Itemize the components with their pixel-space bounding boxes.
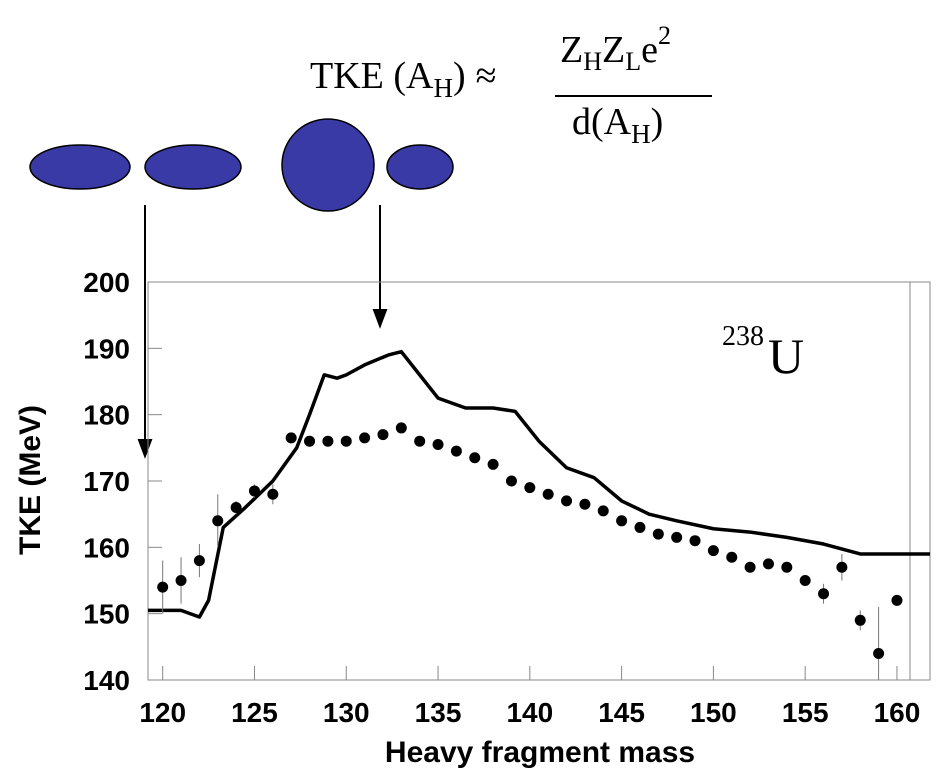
- data-point: [744, 561, 756, 573]
- y-tick-label: 140: [83, 665, 130, 696]
- isotope-mass: 238: [722, 321, 764, 352]
- formula-part: ): [651, 101, 664, 143]
- data-point: [248, 485, 260, 497]
- data-point: [836, 561, 848, 573]
- data-point: [891, 594, 903, 606]
- data-point: [689, 535, 701, 547]
- data-point: [818, 588, 830, 600]
- formula-part: L: [625, 47, 641, 76]
- y-tick-label: 160: [83, 532, 130, 563]
- y-axis-label: TKE (MeV): [14, 405, 47, 555]
- data-point: [450, 445, 462, 457]
- data-point: [616, 515, 628, 527]
- fragment-ellipse: [29, 144, 131, 190]
- data-point: [597, 505, 609, 517]
- data-point: [157, 581, 169, 593]
- arrow-head: [372, 309, 388, 329]
- x-tick-label: 145: [598, 697, 645, 728]
- data-point: [469, 452, 481, 464]
- data-point: [175, 575, 187, 586]
- data-point: [873, 647, 885, 659]
- arrows: [137, 205, 388, 459]
- x-tick-label: 125: [231, 697, 278, 728]
- fragment-sphere: [281, 118, 375, 212]
- data-point: [542, 488, 554, 500]
- data-point: [652, 528, 664, 540]
- data-point: [781, 561, 793, 573]
- formula-part: Z: [560, 29, 583, 71]
- data-point: [285, 432, 297, 444]
- formula-part: d(A: [572, 101, 632, 143]
- nucleus-shapes: [29, 118, 454, 212]
- data-point: [267, 488, 279, 500]
- y-tick-label: 200: [83, 267, 130, 298]
- formula-lhs: TKE (AH) ≈: [310, 55, 496, 103]
- y-tick-label: 150: [83, 599, 130, 630]
- formula-part: Z: [602, 29, 625, 71]
- fragment-ellipse: [386, 144, 454, 190]
- data-point: [762, 558, 774, 570]
- x-tick-label: 130: [323, 697, 370, 728]
- data-point: [671, 531, 683, 543]
- x-tick-label: 150: [690, 697, 737, 728]
- formula-part: 2: [658, 21, 671, 50]
- formula-part: H: [583, 47, 602, 76]
- data-point: [212, 515, 224, 527]
- data-point: [359, 432, 371, 444]
- data-line: [148, 349, 930, 619]
- x-tick-label: 140: [506, 697, 553, 728]
- formula-part: e: [641, 29, 658, 71]
- x-axis-label: Heavy fragment mass: [385, 736, 695, 769]
- formula-denominator: d(AH): [572, 101, 663, 149]
- data-point: [322, 435, 334, 447]
- data-point: [561, 495, 573, 507]
- x-tick-label: 155: [782, 697, 829, 728]
- formula-part: H: [631, 119, 651, 149]
- data-point: [799, 575, 811, 586]
- x-tick-label: 160: [874, 697, 921, 728]
- arrow-head: [137, 439, 153, 459]
- data-point: [304, 435, 316, 447]
- y-tick-label: 190: [83, 333, 130, 364]
- x-tick-label: 120: [139, 697, 186, 728]
- formula-part: TKE (A: [310, 55, 434, 97]
- data-point: [854, 614, 866, 626]
- formula-part: ): [453, 55, 466, 97]
- data-point: [340, 435, 352, 447]
- formula-part: H: [433, 73, 453, 103]
- x-tick-label: 135: [415, 697, 462, 728]
- data-point: [432, 439, 444, 451]
- data-point: [634, 521, 646, 533]
- fragment-ellipse: [144, 144, 242, 190]
- y-tick-label: 170: [83, 466, 130, 497]
- data-point: [230, 502, 242, 514]
- data-point: [726, 551, 738, 563]
- data-point: [707, 545, 719, 557]
- formula-numerator: ZHZLe2: [560, 21, 671, 76]
- data-point: [579, 498, 591, 510]
- y-tick-label: 180: [83, 400, 130, 431]
- data-point: [505, 475, 517, 487]
- data-point: [487, 458, 499, 470]
- plot-frame: [147, 281, 931, 681]
- data-point: [395, 422, 407, 434]
- data-point: [524, 482, 536, 494]
- isotope-symbol: U: [768, 328, 804, 384]
- formula-part: ≈: [476, 55, 497, 97]
- data-point: [377, 429, 389, 441]
- data-point: [193, 555, 205, 567]
- data-point: [414, 435, 426, 447]
